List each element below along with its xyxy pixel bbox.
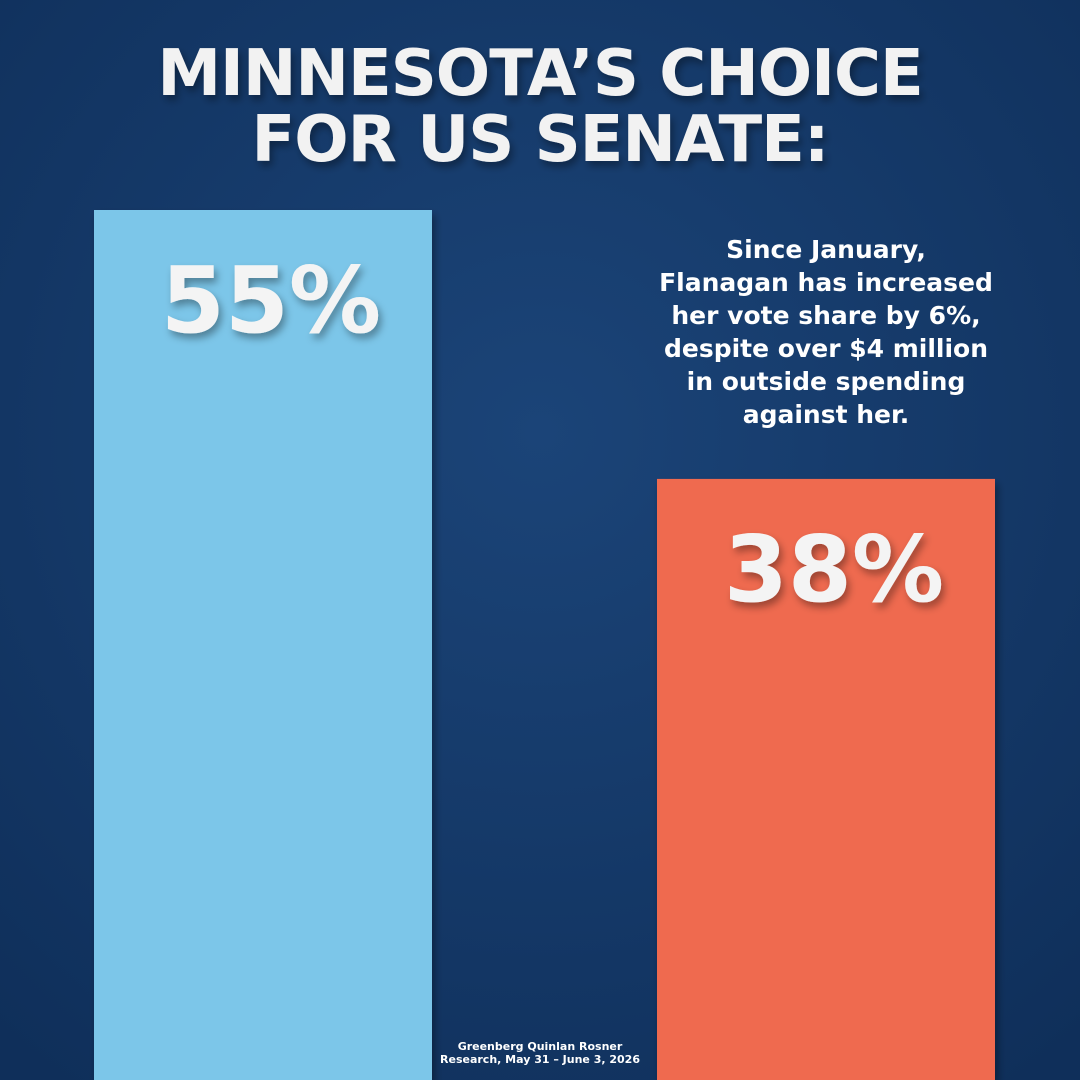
annotation-line: in outside spending <box>687 367 966 396</box>
source-line: Greenberg Quinlan Rosner <box>458 1040 623 1053</box>
bar <box>657 478 995 1080</box>
value-label: 55% <box>161 247 381 354</box>
bar <box>94 210 432 1080</box>
annotation-line: against her. <box>743 400 910 429</box>
annotation-line: Since January, <box>726 235 926 264</box>
value-label: 38% <box>724 516 944 623</box>
annotation-line: her vote share by 6%, <box>671 301 980 330</box>
title-line: FOR US SENATE: <box>252 103 829 177</box>
source-line: Research, May 31 – June 3, 2026 <box>440 1053 640 1066</box>
annotation-line: despite over $4 million <box>664 334 988 363</box>
title-line: MINNESOTA’S CHOICE <box>157 37 922 111</box>
annotation-line: Flanagan has increased <box>659 268 993 297</box>
